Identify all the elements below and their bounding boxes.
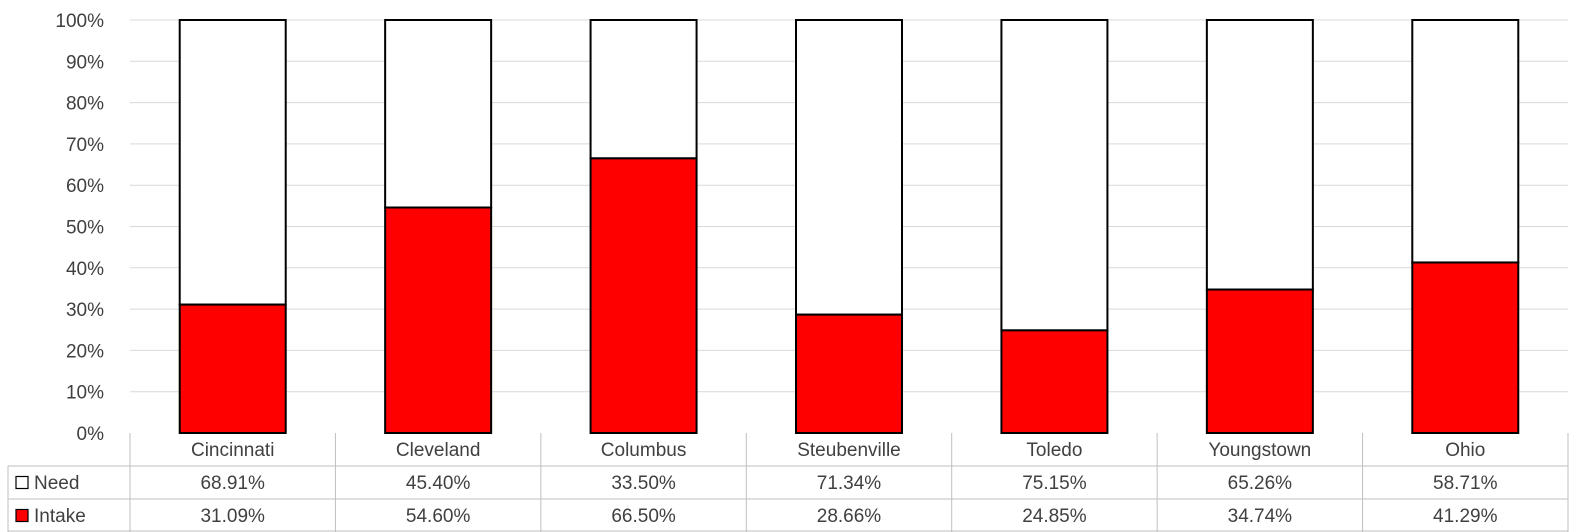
y-tick-label: 0% — [77, 424, 105, 445]
bar-intake — [178, 303, 287, 434]
bar-intake — [1205, 288, 1314, 434]
x-category-label: Youngstown — [1208, 440, 1311, 461]
data-label-need: 65.26% — [1228, 473, 1293, 494]
x-category-label: Ohio — [1445, 440, 1485, 461]
data-label-need: 71.34% — [817, 473, 882, 494]
data-table: Cincinnati Cleveland Columbus Steubenville T… — [7, 433, 1569, 532]
y-tick-label: 60% — [66, 176, 104, 197]
y-tick-label: 80% — [66, 94, 104, 115]
x-category-label: Steubenville — [797, 440, 901, 461]
data-label-need: 75.15% — [1022, 473, 1087, 494]
x-category-label: Cincinnati — [191, 440, 274, 461]
data-label-intake: 24.85% — [1022, 506, 1087, 527]
data-label-intake: 34.74% — [1228, 506, 1293, 527]
bar-need — [384, 19, 493, 209]
x-category-label: Cleveland — [396, 440, 481, 461]
y-tick-label: 20% — [66, 341, 104, 362]
bars — [178, 19, 1520, 435]
y-tick-label: 40% — [66, 259, 104, 280]
data-label-intake: 66.50% — [611, 506, 676, 527]
data-label-intake: 41.29% — [1433, 506, 1498, 527]
bar-intake — [384, 206, 493, 434]
data-label-need: 68.91% — [200, 473, 265, 494]
bar-intake — [1000, 329, 1109, 435]
y-tick-label: 100% — [55, 11, 104, 32]
data-label-need: 58.71% — [1433, 473, 1498, 494]
legend-label-intake: Intake — [34, 506, 86, 527]
data-label-intake: 54.60% — [406, 506, 471, 527]
bar-need — [1000, 19, 1109, 332]
bar-need — [795, 19, 903, 316]
bar-need — [589, 19, 698, 160]
bar-intake — [589, 157, 698, 434]
legend-key-need — [15, 475, 29, 490]
x-category-label: Columbus — [601, 440, 687, 461]
y-tick-label: 70% — [66, 135, 104, 156]
bar-need — [1411, 19, 1520, 264]
y-tick-label: 30% — [66, 300, 104, 321]
y-tick-label: 50% — [66, 218, 104, 239]
y-tick-label: 10% — [66, 383, 104, 404]
legend-label-need: Need — [34, 473, 79, 494]
bar-intake — [795, 313, 903, 434]
bar-need — [178, 19, 287, 306]
data-label-need: 45.40% — [406, 473, 471, 494]
data-label-need: 33.50% — [611, 473, 676, 494]
x-category-label: Toledo — [1026, 440, 1082, 461]
y-axis: 0% 10% 20% 30% 40% 50% 60% 70% 80% 90% 100% — [55, 11, 104, 445]
bar-need — [1205, 19, 1314, 291]
legend-key-intake — [15, 508, 29, 523]
bar-intake — [1411, 261, 1520, 434]
data-label-intake: 31.09% — [200, 506, 265, 527]
data-label-intake: 28.66% — [817, 506, 882, 527]
y-tick-label: 90% — [66, 52, 104, 73]
